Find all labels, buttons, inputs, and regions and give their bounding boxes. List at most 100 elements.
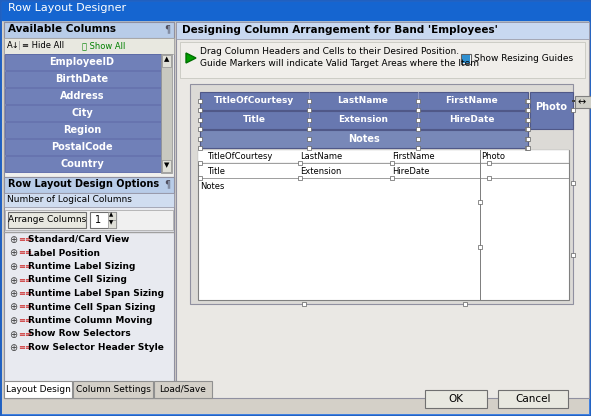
Text: ⊕: ⊕	[9, 316, 17, 326]
Text: Number of Logical Columns: Number of Logical Columns	[7, 195, 132, 204]
Text: HireDate: HireDate	[392, 167, 430, 176]
Text: ≡≡: ≡≡	[18, 316, 32, 325]
Text: Runtime Cell Span Sizing: Runtime Cell Span Sizing	[28, 302, 155, 312]
Text: LastName: LastName	[337, 96, 388, 105]
Bar	[416, 127, 420, 131]
Text: ≡≡: ≡≡	[18, 235, 32, 244]
Bar	[418, 111, 419, 129]
Bar	[525, 108, 529, 112]
Text: Runtime Cell Sizing: Runtime Cell Sizing	[28, 275, 127, 285]
Text: Runtime Label Span Sizing: Runtime Label Span Sizing	[28, 289, 164, 298]
Text: Show Resizing Guides: Show Resizing Guides	[474, 54, 573, 63]
Text: ≡≡: ≡≡	[18, 262, 32, 271]
Text: ▼: ▼	[164, 162, 170, 168]
Bar	[416, 99, 420, 103]
Bar	[298, 176, 302, 180]
Bar	[200, 130, 528, 148]
Text: |: |	[18, 41, 21, 50]
Bar	[198, 176, 202, 180]
Bar	[5, 54, 161, 70]
Text: ¶: ¶	[164, 179, 170, 189]
Text: City: City	[71, 108, 93, 118]
Bar	[198, 150, 569, 300]
Bar	[571, 108, 575, 112]
Text: Layout Design: Layout Design	[5, 385, 70, 394]
Bar	[4, 232, 174, 233]
Text: Standard/Card View: Standard/Card View	[28, 235, 129, 244]
Text: ≡≡: ≡≡	[18, 248, 32, 258]
Text: OK: OK	[449, 394, 463, 404]
Bar	[307, 99, 311, 103]
Bar	[200, 111, 528, 129]
Text: Row Selector Header Style: Row Selector Header Style	[28, 343, 164, 352]
Text: LastName: LastName	[300, 152, 342, 161]
Bar	[198, 161, 202, 165]
Bar	[463, 302, 467, 306]
Bar	[571, 181, 575, 185]
Bar	[416, 146, 420, 150]
Text: Cancel: Cancel	[515, 394, 551, 404]
Bar	[416, 108, 420, 112]
Bar	[425, 390, 487, 408]
Bar	[461, 54, 471, 64]
Text: Designing Column Arrangement for Band 'Employees': Designing Column Arrangement for Band 'E…	[182, 25, 498, 35]
Text: 1: 1	[95, 215, 101, 225]
Bar	[307, 146, 311, 150]
Text: ⊕: ⊕	[9, 235, 17, 245]
Text: ≡ Hide All: ≡ Hide All	[22, 41, 64, 50]
Bar	[525, 127, 529, 131]
Text: Region: Region	[63, 125, 101, 135]
Text: Available Columns: Available Columns	[8, 24, 116, 34]
Bar	[5, 210, 173, 230]
Text: ≡≡: ≡≡	[18, 275, 32, 285]
Bar	[4, 177, 174, 193]
Bar	[390, 161, 394, 165]
Bar	[307, 137, 311, 141]
Bar	[2, 2, 589, 20]
Bar	[572, 100, 575, 102]
Bar	[4, 22, 174, 398]
Text: ⊕: ⊕	[9, 302, 17, 312]
Text: Row Layout Designer: Row Layout Designer	[8, 3, 126, 13]
Bar	[162, 55, 171, 67]
Text: ▼: ▼	[109, 220, 113, 225]
Text: Title: Title	[207, 167, 225, 176]
Bar	[176, 22, 589, 39]
Bar	[5, 122, 161, 138]
Text: ▲: ▲	[109, 212, 113, 217]
Bar	[180, 42, 585, 78]
Bar	[462, 55, 470, 63]
Bar	[416, 137, 420, 141]
Text: Notes: Notes	[200, 182, 225, 191]
Bar	[4, 381, 72, 398]
Text: A↓: A↓	[7, 41, 20, 50]
Text: Load/Save: Load/Save	[160, 385, 206, 394]
Text: ⊕: ⊕	[9, 248, 17, 258]
Text: ⊕: ⊕	[9, 289, 17, 299]
Bar	[302, 302, 306, 306]
Bar	[480, 150, 481, 300]
Text: Runtime Column Moving: Runtime Column Moving	[28, 316, 152, 325]
Text: Photo: Photo	[481, 152, 505, 161]
Text: Title: Title	[242, 115, 265, 124]
Bar	[487, 176, 491, 180]
Bar	[5, 88, 161, 104]
Text: Notes: Notes	[348, 134, 380, 144]
Text: ≡≡: ≡≡	[18, 289, 32, 298]
Bar	[416, 118, 420, 122]
Text: ⊕: ⊕	[9, 275, 17, 285]
Bar	[154, 381, 212, 398]
Bar	[525, 118, 529, 122]
Bar	[498, 390, 568, 408]
Bar	[526, 99, 530, 103]
Text: Address: Address	[60, 91, 104, 101]
Text: Column Settings: Column Settings	[76, 385, 151, 394]
Text: FirstName: FirstName	[392, 152, 434, 161]
Text: ⊕: ⊕	[9, 262, 17, 272]
Text: Guide Markers will indicate Valid Target Areas where the Item: Guide Markers will indicate Valid Target…	[200, 59, 479, 68]
Text: Extension: Extension	[300, 167, 342, 176]
Bar	[8, 212, 86, 228]
Bar	[526, 127, 530, 131]
Text: EmployeeID: EmployeeID	[50, 57, 115, 67]
Bar	[198, 99, 202, 103]
